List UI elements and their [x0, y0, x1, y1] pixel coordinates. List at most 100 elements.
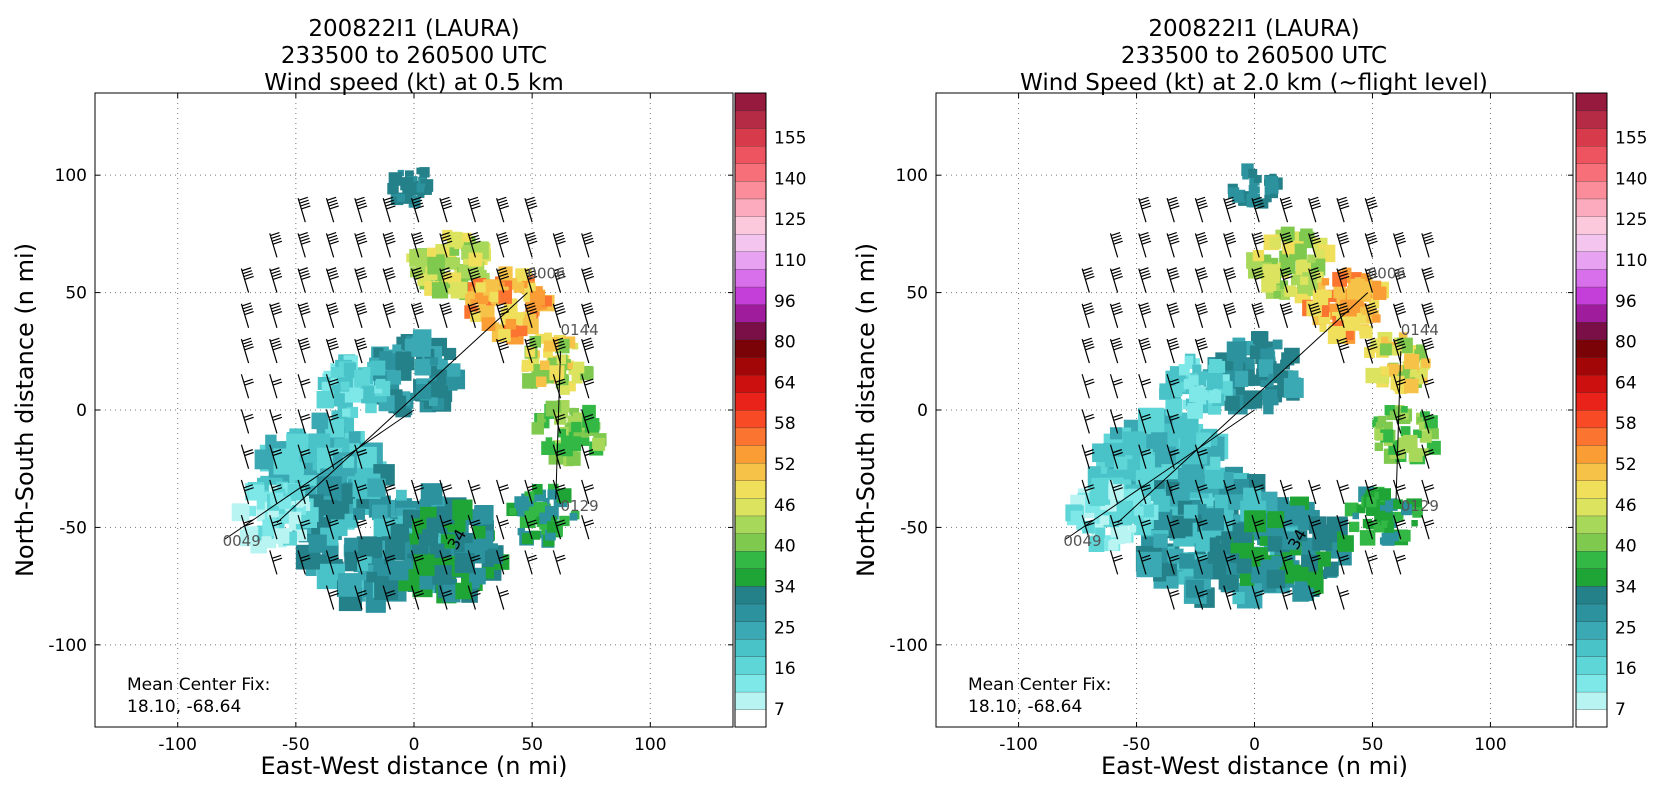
wind-barb-feather [271, 554, 282, 559]
wind-barb-feather [1394, 302, 1404, 307]
wind-cell [1266, 181, 1279, 194]
wind-barb-feather [1170, 592, 1180, 597]
colorbar-swatch [1575, 691, 1608, 710]
wind-cell [1110, 539, 1118, 547]
wind-cell [1371, 280, 1382, 290]
wind-cell [1141, 495, 1151, 505]
wind-barb-feather [584, 522, 595, 527]
wind-cell [1270, 190, 1279, 199]
wind-barb-feather [328, 449, 339, 454]
wind-barb-feather [270, 231, 280, 237]
colorbar-swatch [734, 674, 767, 693]
wind-cell [466, 291, 475, 300]
wind-cell [296, 505, 306, 515]
wind-barb-feather [385, 237, 395, 242]
wind-barb-feather [1226, 205, 1237, 210]
wind-cell [1299, 276, 1309, 285]
wind-cell [1258, 359, 1274, 374]
wind-barb-feather [1085, 381, 1095, 386]
wind-cell [1384, 525, 1395, 536]
colorbar-swatch [734, 392, 767, 411]
wind-cell [427, 380, 446, 399]
wind-barb-feather [327, 234, 338, 239]
wind-barb [1109, 514, 1119, 540]
wind-barb-feather [555, 413, 565, 418]
wind-cell [336, 483, 358, 505]
wind-barb-feather [1337, 337, 1347, 342]
wind-cell [372, 504, 388, 521]
wind-barb-feather [1226, 522, 1237, 527]
panel-1: 200822I1 (LAURA)233500 to 260500 UTCWind… [11, 16, 806, 780]
wind-barb-feather [1253, 234, 1263, 239]
wind-barb-feather [1112, 554, 1123, 559]
wind-barb-feather [1395, 272, 1406, 278]
colorbar-swatch [1575, 480, 1608, 499]
chart-title-line: 200822I1 (LAURA) [308, 16, 519, 42]
chart-title-line: Wind speed (kt) at 0.5 km [264, 70, 564, 96]
wind-barb-feather [498, 484, 509, 489]
wind-barb [297, 303, 306, 328]
wind-cell [1253, 175, 1262, 183]
wind-barb-feather [1424, 275, 1435, 280]
wind-barb [1308, 514, 1317, 540]
wind-barb-feather [583, 413, 594, 418]
wind-barb-feather [1310, 519, 1321, 524]
wind-barb [439, 233, 448, 258]
wind-barb-feather [527, 202, 537, 207]
wind-barb-feather [357, 308, 367, 313]
wind-barb-feather [1196, 340, 1207, 345]
wind-cell [1424, 415, 1438, 429]
wind-cell [1379, 366, 1389, 376]
wind-barb [581, 268, 590, 293]
wind-cell [527, 357, 540, 369]
wind-barb [1392, 338, 1402, 364]
wind-barb-feather [1367, 554, 1377, 559]
wind-barb-feather [1084, 308, 1094, 313]
colorbar-swatch [734, 180, 767, 200]
wind-cell [549, 365, 565, 381]
wind-cell [1352, 512, 1360, 520]
wind-cell [1400, 411, 1409, 420]
wind-barb-feather [1394, 267, 1404, 272]
wind-cell [347, 406, 359, 418]
wind-cell [344, 537, 359, 552]
wind-cell [1249, 345, 1264, 359]
colorbar-swatch [734, 321, 767, 341]
wind-barb-feather [497, 337, 507, 342]
leg-time-label: 0006 [1368, 265, 1406, 283]
wind-barb-feather [1139, 337, 1149, 342]
wind-barb [297, 479, 306, 505]
wind-barb-feather [329, 240, 339, 245]
wind-barb-feather [1255, 522, 1265, 527]
wind-barb [1138, 197, 1147, 223]
wind-barb-feather [1309, 267, 1319, 272]
wind-cell [1133, 506, 1144, 517]
wind-barb-feather [1340, 311, 1350, 316]
wind-barb-feather [386, 592, 396, 597]
wind-barb [1421, 374, 1430, 399]
wind-barb-feather [526, 340, 536, 345]
wind-barb-feather [470, 308, 480, 313]
leg-time-label: 0144 [1401, 321, 1439, 339]
wind-barb-feather [1340, 240, 1350, 245]
wind-cell [534, 286, 543, 295]
wind-barb-feather [442, 592, 453, 597]
colorbar-swatch [734, 357, 767, 376]
wind-cell [1178, 364, 1190, 376]
wind-cell [296, 500, 304, 508]
wind-cell [370, 360, 386, 376]
wind-barb-feather [272, 522, 283, 527]
wind-barb-feather [271, 378, 282, 383]
y-tick-label: 0 [76, 401, 87, 421]
colorbar-swatch [734, 374, 767, 393]
wind-barb-feather [527, 311, 538, 316]
wind-barb-feather [1424, 487, 1435, 492]
wind-barb-feather [356, 270, 366, 275]
wind-barb-feather [299, 270, 309, 275]
wind-cell [288, 511, 302, 525]
wind-barb-feather [1337, 231, 1347, 237]
wind-barb-feather [527, 484, 537, 489]
wind-barb-feather [355, 267, 365, 272]
wind-barb-feather [498, 589, 509, 595]
wind-cell [1314, 248, 1325, 259]
